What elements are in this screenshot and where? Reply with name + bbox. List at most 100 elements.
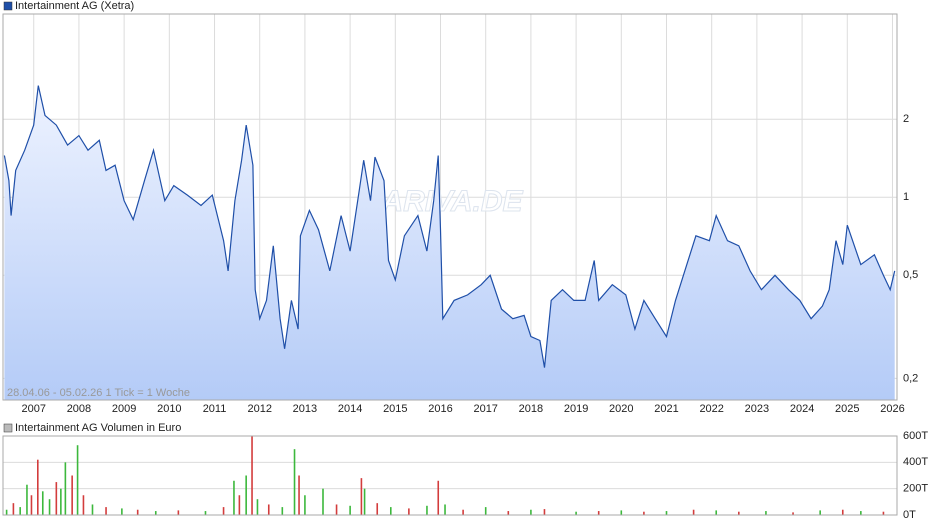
legend-swatch [3,1,13,11]
volume-bar [136,509,139,515]
volume-bar [715,510,718,515]
plot-border [2,13,898,401]
volume-bar [26,484,28,515]
volume-bar [507,511,510,515]
y-tick-label: 200T [903,483,928,495]
volume-bar [48,499,51,515]
volume-bar [349,505,351,515]
volume-bar [426,505,428,515]
volume-bar [543,509,546,515]
x-tick-label: 2024 [790,403,814,415]
x-tick-label: 2015 [383,403,407,415]
y-tick-label: 1 [903,191,909,203]
volume-bar [304,495,306,515]
volume-bar [819,510,821,515]
legend-label: Intertainment AG (Xetra) [15,0,134,12]
price-line [3,85,896,368]
legend-swatch [3,423,13,433]
volume-bar [792,512,794,515]
x-tick-label: 2014 [338,403,362,415]
volume-bar [293,449,296,515]
volume-bar [251,436,253,515]
volume-bar [665,511,668,515]
plot-border [2,435,898,516]
volume-bar [298,475,300,515]
annotation: 28.04.06 - 05.02.26 1 Tick = 1 Woche [7,387,190,399]
x-tick-label: 2018 [519,403,543,415]
volume-bar [882,511,885,515]
volume-bar [597,511,600,515]
volume-bar [71,475,73,515]
volume-bar [389,507,392,515]
y-tick-label: 0T [903,509,916,521]
volume-bar [55,482,58,515]
x-tick-label: 2020 [609,403,633,415]
volume-bar [860,511,862,515]
y-tick-label: 2 [903,113,909,125]
volume-bar [363,488,366,515]
x-tick-label: 2012 [247,403,271,415]
volume-bar [37,459,39,515]
volume-bar [19,507,21,515]
volume-bar [5,509,8,515]
volume-bar [530,509,532,515]
volume-bar [444,504,446,515]
legend-label: Intertainment AG Volumen in Euro [15,422,181,434]
volume-bar [91,504,94,515]
x-tick-label: 2016 [428,403,452,415]
volume-bar [82,495,85,515]
volume-bar [281,507,284,515]
volume-bar [408,508,410,515]
volume-bar [643,511,645,515]
x-tick-label: 2010 [157,403,181,415]
volume-bar [105,507,107,515]
volume-bar [322,488,324,515]
x-tick-label: 2021 [654,403,678,415]
x-tick-label: 2008 [67,403,91,415]
volume-bar [41,491,44,515]
volume-bar [177,510,180,515]
x-tick-label: 2009 [112,403,136,415]
x-tick-label: 2011 [203,403,227,415]
y-tick-label: 0,5 [903,269,918,281]
y-tick-label: 400T [903,456,928,468]
x-tick-label: 2013 [293,403,317,415]
x-tick-label: 2017 [473,403,497,415]
volume-bar [76,445,79,515]
volume-bar [238,495,241,515]
volume-bar [12,503,15,515]
y-tick-label: 600T [903,430,928,442]
volume-bar [204,511,207,515]
volume-bar [620,510,623,515]
volume-bar [765,511,767,515]
volume-bar [121,508,123,515]
volume-bar [360,478,363,515]
volume-bar [484,507,487,515]
x-tick-label: 2007 [21,403,45,415]
volume-bar [245,475,247,515]
volume-bar [60,488,62,515]
y-tick-label: 0,2 [903,372,918,384]
volume-bar [256,499,259,515]
volume-bar [575,511,577,515]
watermark: ARIVA.DE [380,185,523,218]
x-tick-label: 2025 [835,403,859,415]
x-tick-label: 2022 [699,403,723,415]
volume-bar [154,511,157,515]
x-tick-label: 2019 [564,403,588,415]
volume-bar [462,509,464,515]
volume-bar [692,509,695,515]
volume-bar [30,495,33,515]
volume-bar [222,507,225,515]
volume-bar [376,503,379,515]
volume-bar [841,509,844,515]
price-area [4,85,895,400]
volume-bar [267,504,270,515]
x-tick-label: 2023 [745,403,769,415]
volume-bar [233,480,235,515]
volume-bar [335,504,338,515]
volume-bar [64,462,67,515]
volume-bar [437,480,440,515]
volume-bar [738,511,740,515]
